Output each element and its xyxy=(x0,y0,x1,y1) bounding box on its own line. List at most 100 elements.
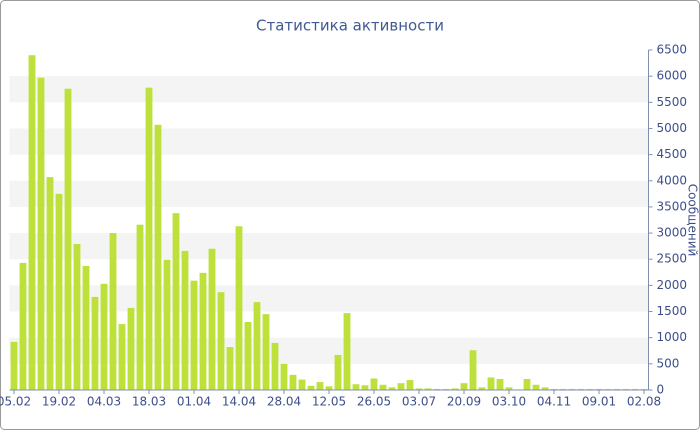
bar xyxy=(379,384,387,390)
grid-band xyxy=(9,233,649,260)
x-tick-label: 12.05 xyxy=(312,395,346,409)
y-tick-label: 3000 xyxy=(657,226,688,240)
y-tick-label: 4000 xyxy=(657,173,688,187)
y-tick-label: 2000 xyxy=(657,278,688,292)
bar xyxy=(253,302,261,390)
x-tick-label: 19.02 xyxy=(42,395,76,409)
bar xyxy=(217,292,225,390)
bar xyxy=(307,385,315,390)
bar xyxy=(199,272,207,390)
bar xyxy=(64,88,72,390)
bar xyxy=(613,388,621,390)
bar xyxy=(181,250,189,390)
bar xyxy=(496,379,504,390)
bar xyxy=(262,314,270,390)
bar xyxy=(145,87,153,391)
bar xyxy=(118,324,126,390)
bar xyxy=(46,177,54,390)
bar xyxy=(532,384,540,390)
bar xyxy=(343,313,351,390)
bar xyxy=(550,388,558,390)
x-tick-label: 26.05 xyxy=(357,395,391,409)
y-tick-label: 1500 xyxy=(657,304,688,318)
bar xyxy=(244,322,252,390)
bar xyxy=(154,124,162,391)
bar xyxy=(442,388,450,390)
bar xyxy=(325,386,333,390)
bar xyxy=(55,193,63,390)
bar xyxy=(487,377,495,390)
bar xyxy=(73,244,81,390)
bar xyxy=(433,388,441,390)
y-tick-label: 3500 xyxy=(657,199,688,213)
y-tick-label: 6000 xyxy=(657,69,688,83)
x-tick-label: 20.09 xyxy=(447,395,481,409)
bar xyxy=(460,383,468,390)
grid-band xyxy=(9,180,649,207)
bar xyxy=(640,388,648,390)
y-tick-label: 2500 xyxy=(657,252,688,266)
x-tick-label: 03.10 xyxy=(492,395,526,409)
bar xyxy=(91,296,99,390)
y-tick-label: 6500 xyxy=(657,43,688,57)
x-tick-label: 14.04 xyxy=(222,395,256,409)
bar xyxy=(289,374,297,390)
bar xyxy=(298,379,306,390)
bar xyxy=(208,248,216,390)
bar xyxy=(37,77,45,390)
y-tick-label: 4500 xyxy=(657,147,688,161)
bar xyxy=(568,388,576,390)
x-tick-label: 28.04 xyxy=(267,395,301,409)
bar xyxy=(397,383,405,390)
bar xyxy=(559,388,567,390)
x-tick-label: 09.01 xyxy=(582,395,616,409)
bar xyxy=(127,307,135,390)
bar xyxy=(28,55,36,390)
bar xyxy=(316,382,324,390)
bar xyxy=(100,283,108,390)
x-tick-label: 04.11 xyxy=(537,395,571,409)
x-tick-label: 05.02 xyxy=(0,395,31,409)
bar xyxy=(235,226,243,390)
x-tick-label: 03.07 xyxy=(402,395,436,409)
bar xyxy=(469,350,477,390)
bar xyxy=(586,388,594,390)
y-tick-label: 5500 xyxy=(657,95,688,109)
bar xyxy=(280,363,288,390)
bar xyxy=(388,387,396,390)
y-tick-label: 500 xyxy=(657,356,680,370)
bar xyxy=(595,388,603,390)
bar xyxy=(478,387,486,390)
bar xyxy=(541,387,549,390)
bar xyxy=(136,224,144,390)
bar xyxy=(370,378,378,390)
bar xyxy=(577,388,585,390)
bar xyxy=(523,379,531,390)
x-tick-label: 18.03 xyxy=(132,395,166,409)
bar xyxy=(415,388,423,390)
y-tick-label: 1000 xyxy=(657,330,688,344)
bar xyxy=(451,388,459,390)
bar xyxy=(226,347,234,390)
x-tick-label: 01.04 xyxy=(177,395,211,409)
bar xyxy=(82,266,90,390)
bar xyxy=(352,384,360,390)
bar xyxy=(505,387,513,390)
bar xyxy=(406,380,414,390)
bar xyxy=(190,280,198,390)
bar xyxy=(163,259,171,390)
bar xyxy=(334,354,342,390)
bar xyxy=(604,388,612,390)
chart-title: Статистика активности xyxy=(256,17,444,35)
bar xyxy=(10,341,18,390)
y-axis-label: Сообщений xyxy=(686,184,700,257)
bar xyxy=(361,385,369,390)
y-tick-label: 5000 xyxy=(657,121,688,135)
bar xyxy=(172,213,180,390)
x-tick-label: 04.03 xyxy=(87,395,121,409)
bar xyxy=(19,262,27,390)
grid-band xyxy=(9,76,649,103)
bar xyxy=(424,388,432,390)
